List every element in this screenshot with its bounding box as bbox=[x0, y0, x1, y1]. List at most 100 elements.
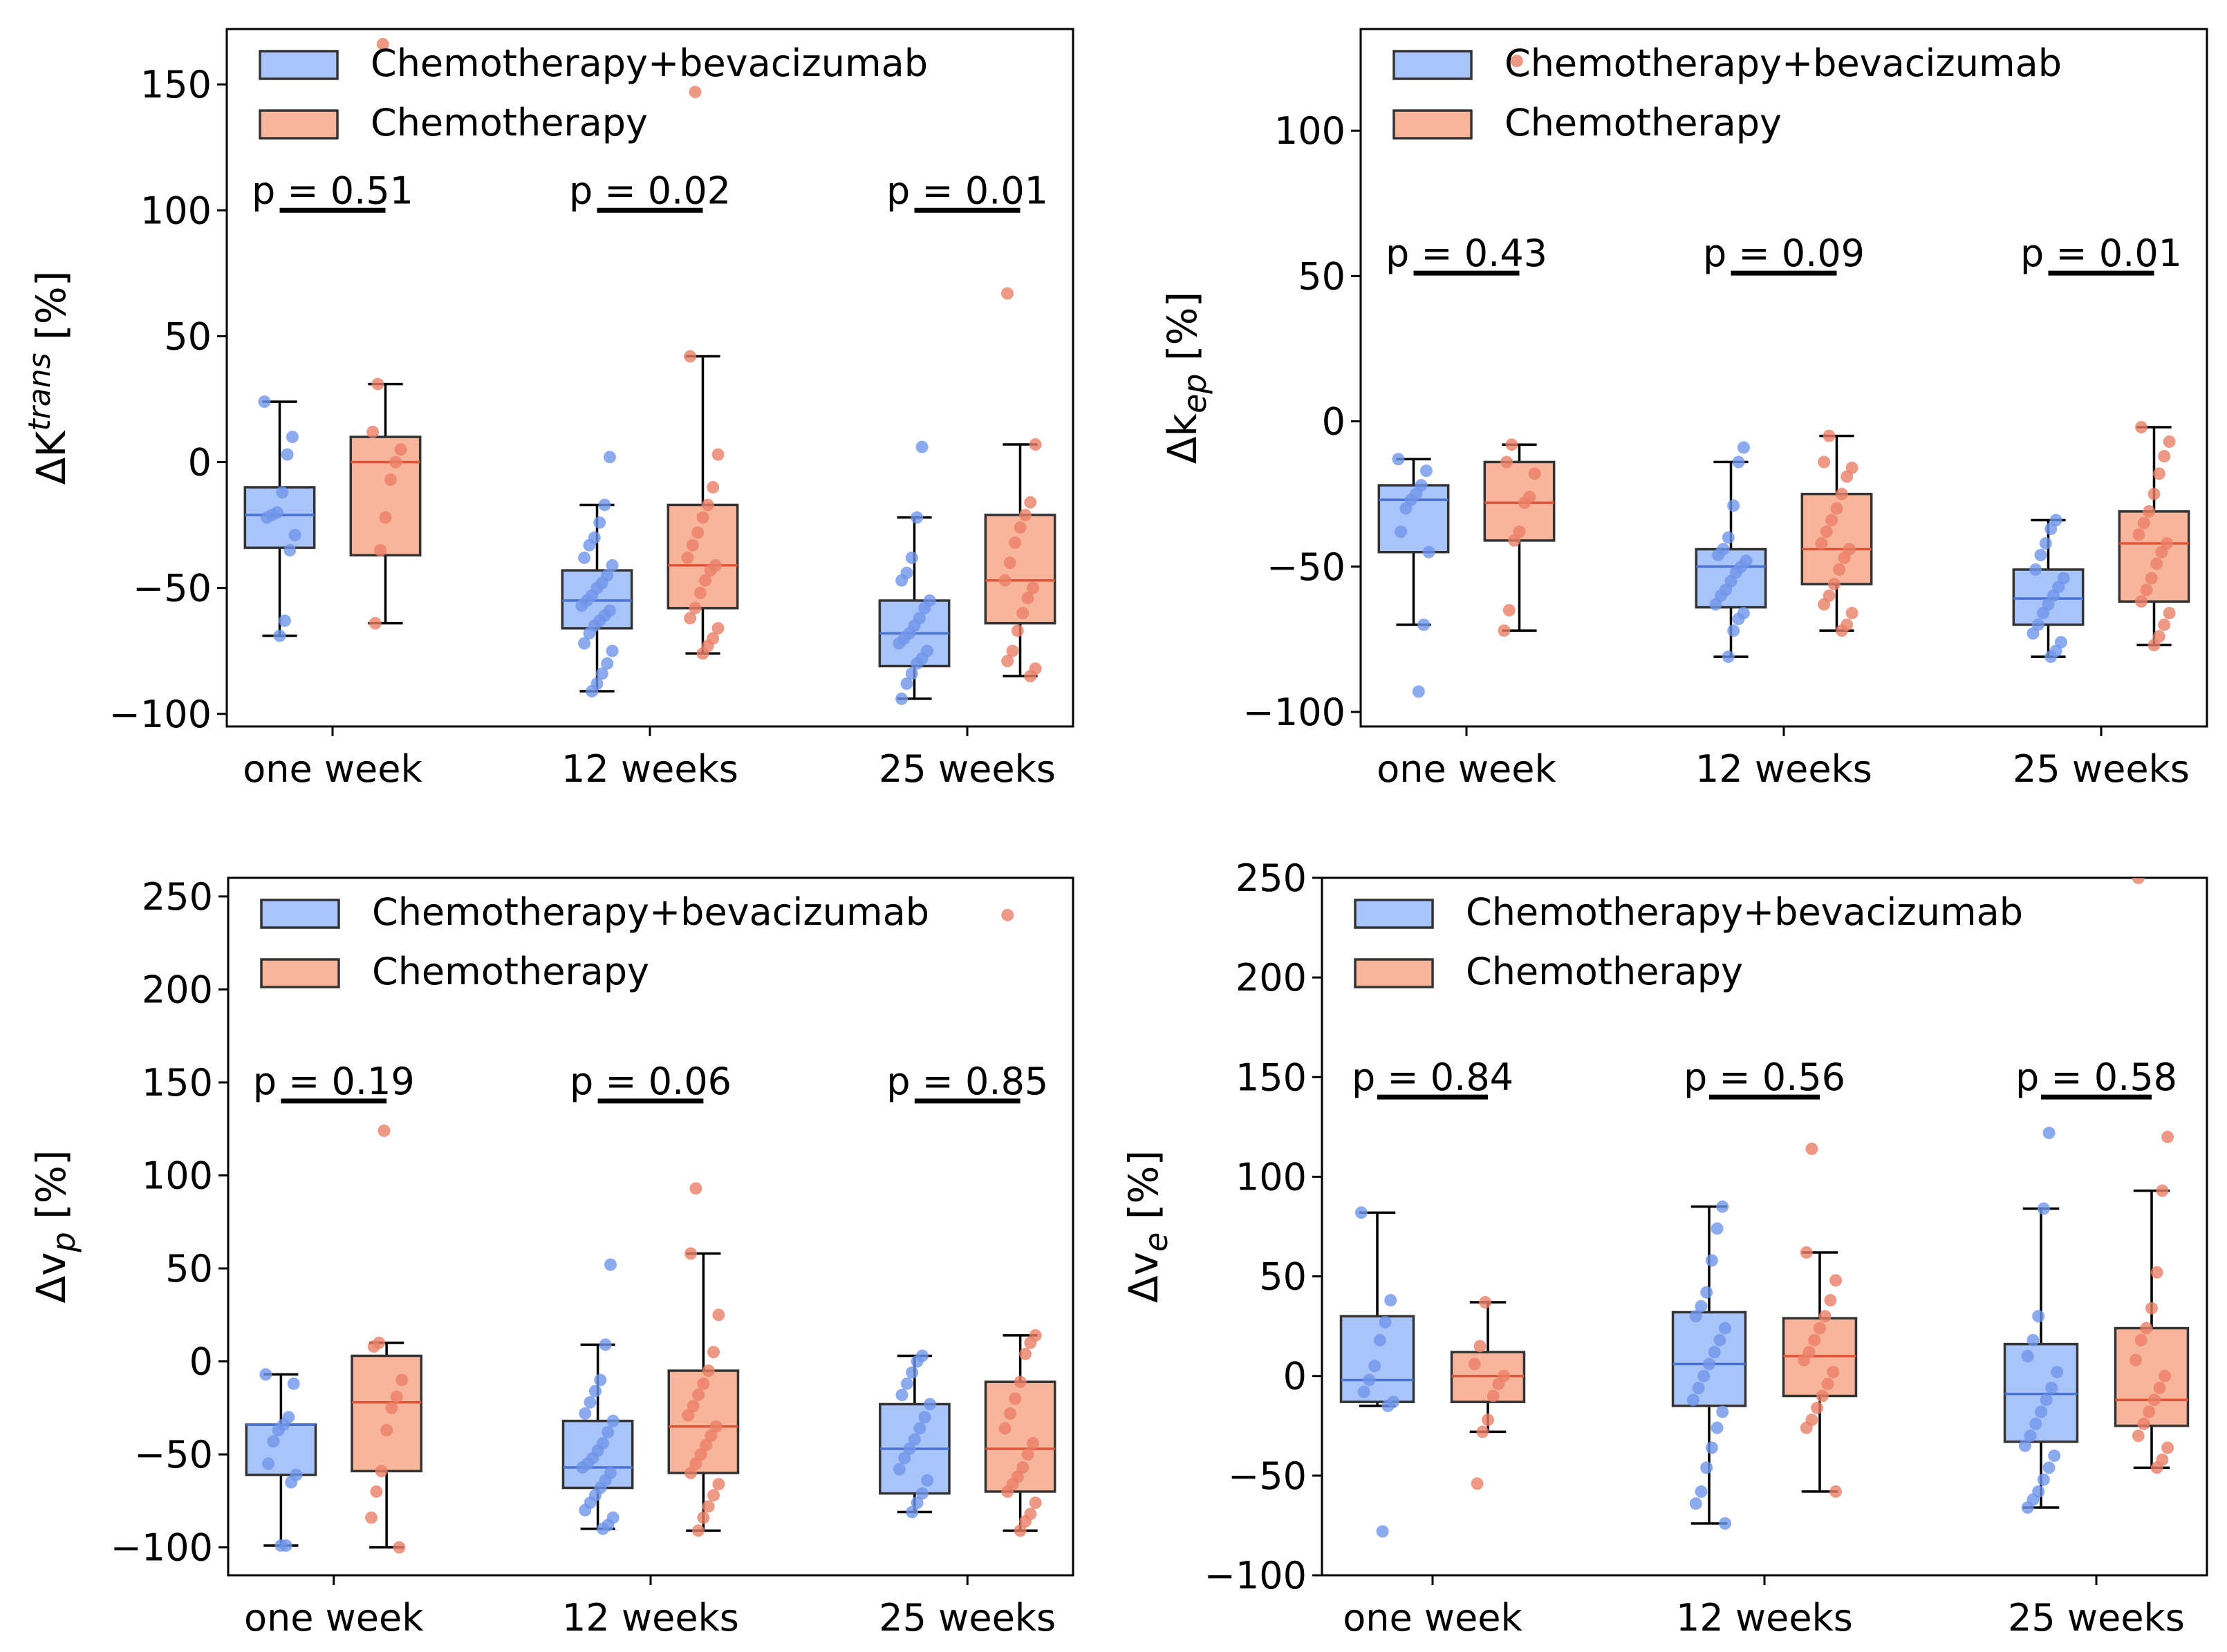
chemo-data-point bbox=[1003, 556, 1016, 570]
chemo-data-point bbox=[1024, 496, 1037, 509]
combo-data-point bbox=[905, 667, 918, 680]
combo-data-point bbox=[2042, 1461, 2056, 1474]
chemo-data-point bbox=[2147, 487, 2161, 500]
combo-data-point bbox=[2051, 1365, 2064, 1378]
combo-data-point bbox=[921, 1474, 934, 1487]
y-tick-label: −50 bbox=[133, 567, 212, 610]
combo-data-point bbox=[1689, 1310, 1702, 1323]
chemo-data-point bbox=[379, 511, 392, 524]
combo-data-point bbox=[1384, 1294, 1397, 1307]
chemo-data-point bbox=[2140, 1322, 2153, 1335]
chemo-box bbox=[1483, 460, 1556, 542]
combo-data-point bbox=[1719, 1517, 1732, 1530]
chemo-data-point bbox=[2145, 1302, 2158, 1315]
combo-data-point bbox=[579, 1503, 592, 1517]
chemo-data-point bbox=[712, 1308, 725, 1322]
combo-data-point bbox=[2035, 1405, 2047, 1418]
chemo-data-point bbox=[1014, 1524, 1027, 1537]
chemo-data-point bbox=[2129, 1353, 2142, 1367]
legend-swatch-combo bbox=[1354, 899, 1434, 929]
chemo-data-point bbox=[689, 601, 702, 614]
combo-data-point bbox=[900, 1377, 913, 1390]
x-tick-label: 12 weeks bbox=[562, 1596, 739, 1640]
y-tick-label: 50 bbox=[1259, 1255, 1307, 1299]
combo-data-point bbox=[1709, 598, 1722, 611]
combo-data-point bbox=[258, 395, 271, 409]
chemo-data-point bbox=[1001, 1485, 1014, 1498]
chart-vp: −100 −50 0 50 100 150 200 250 one week 12 weeks 25… bbox=[28, 875, 1074, 1640]
legend-swatch-combo bbox=[1392, 50, 1473, 80]
chemo-data-point bbox=[2135, 420, 2148, 433]
chemo-data-point bbox=[1833, 563, 1846, 576]
chemo-data-point bbox=[1003, 1407, 1016, 1420]
chemo-data-point bbox=[692, 1524, 705, 1537]
y-tick-label: 100 bbox=[142, 1154, 213, 1198]
chemo-data-point bbox=[2147, 1393, 2161, 1407]
chemo-data-point bbox=[371, 377, 384, 391]
combo-data-point bbox=[286, 431, 299, 444]
chemo-data-point bbox=[374, 544, 387, 557]
chemo-data-point bbox=[684, 350, 697, 363]
combo-box bbox=[1377, 484, 1450, 554]
chemo-data-point bbox=[1479, 1296, 1492, 1309]
chemo-data-point bbox=[2137, 516, 2150, 529]
combo-data-point bbox=[578, 551, 591, 564]
combo-data-point bbox=[285, 1476, 298, 1489]
p-value-label: p = 0.19 bbox=[253, 1060, 415, 1103]
x-tick-label: 25 weeks bbox=[2013, 747, 2190, 791]
chemo-data-point bbox=[1009, 536, 1022, 550]
chemo-data-point bbox=[2161, 1441, 2174, 1454]
combo-data-point bbox=[1417, 618, 1431, 631]
chemo-data-point bbox=[1518, 496, 1531, 509]
chemo-data-point bbox=[1845, 607, 1858, 620]
combo-data-point bbox=[583, 627, 596, 640]
chemo-data-point bbox=[1820, 525, 1833, 538]
chemo-data-point bbox=[1508, 534, 1521, 547]
combo-data-point bbox=[575, 599, 588, 612]
chemo-data-point bbox=[1824, 1294, 1837, 1307]
chemo-data-point bbox=[1029, 438, 1042, 451]
p-value-label: p = 0.09 bbox=[1703, 232, 1865, 275]
legend-swatch-combo bbox=[260, 899, 340, 929]
chemo-data-point bbox=[365, 1511, 378, 1524]
combo-data-point bbox=[262, 1457, 275, 1470]
chemo-data-point bbox=[394, 443, 407, 456]
chemo-data-point bbox=[2135, 595, 2148, 608]
chemo-data-point bbox=[2134, 1333, 2147, 1346]
combo-data-point bbox=[2037, 1202, 2050, 1215]
chemo-data-point bbox=[693, 586, 707, 599]
combo-data-point bbox=[274, 1539, 288, 1552]
chemo-data-point bbox=[707, 1346, 720, 1359]
combo-data-point bbox=[1695, 1299, 1708, 1313]
combo-data-point bbox=[923, 1398, 936, 1411]
chemo-data-point bbox=[1825, 514, 1838, 527]
combo-data-point bbox=[287, 1377, 300, 1390]
chemo-data-point bbox=[697, 1511, 710, 1524]
x-tick-label: one week bbox=[1343, 1596, 1522, 1640]
chemo-data-point bbox=[707, 1489, 720, 1502]
legend-swatch-chemo bbox=[260, 958, 340, 988]
chemo-data-point bbox=[1016, 1461, 1029, 1474]
x-tick-label: 25 weeks bbox=[879, 747, 1056, 791]
chemo-data-point bbox=[1808, 1333, 1821, 1346]
chemo-data-point bbox=[1476, 1425, 1489, 1438]
legend-label-chemo: Chemotherapy bbox=[1504, 101, 1782, 144]
combo-data-point bbox=[259, 1368, 272, 1381]
chemo-data-point bbox=[1829, 1485, 1843, 1498]
chemo-data-point bbox=[1827, 1365, 1840, 1378]
combo-data-point bbox=[1357, 1385, 1370, 1398]
combo-data-point bbox=[1712, 548, 1725, 561]
combo-data-point bbox=[2032, 1310, 2045, 1323]
plot-area bbox=[1339, 878, 2190, 1538]
chemo-data-point bbox=[1502, 603, 1516, 617]
combo-data-point bbox=[2039, 537, 2052, 550]
chemo-data-point bbox=[709, 1420, 723, 1433]
combo-data-point bbox=[2034, 548, 2047, 561]
chemo-data-point bbox=[2159, 1369, 2172, 1382]
legend-label-chemo: Chemotherapy bbox=[1466, 950, 1743, 993]
combo-data-point bbox=[588, 1385, 602, 1398]
combo-data-point bbox=[911, 657, 924, 670]
combo-data-point bbox=[2024, 1429, 2037, 1443]
combo-data-point bbox=[1395, 525, 1408, 538]
combo-data-point bbox=[594, 1373, 607, 1387]
